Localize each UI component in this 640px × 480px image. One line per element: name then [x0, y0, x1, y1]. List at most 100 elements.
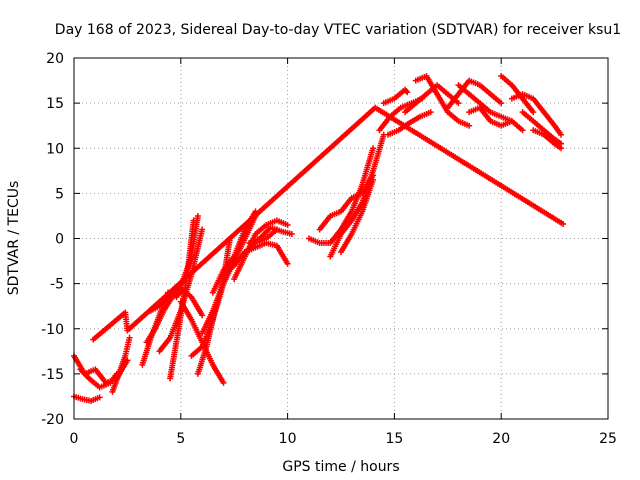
data-point	[517, 125, 524, 132]
data-point	[347, 232, 354, 239]
data-point	[325, 240, 332, 247]
data-point	[187, 314, 194, 321]
data-point	[389, 96, 396, 103]
data-point	[271, 242, 278, 249]
data-point	[208, 359, 215, 366]
series-track-35	[530, 127, 565, 152]
y-tick-label: 5	[55, 186, 64, 202]
data-point	[485, 107, 492, 114]
x-tick-label: 0	[70, 431, 79, 447]
data-point	[240, 255, 247, 262]
data-point	[121, 354, 128, 361]
data-point	[528, 116, 535, 123]
data-point	[347, 196, 354, 203]
data-point	[282, 221, 289, 228]
x-tick-label: 25	[599, 431, 617, 447]
data-point	[421, 73, 428, 80]
data-point	[556, 144, 563, 151]
data-point	[474, 81, 481, 88]
data-point	[101, 378, 108, 385]
data-point	[194, 215, 201, 222]
data-point	[538, 130, 545, 137]
x-tick-labels: 0 5 10 15 20 25	[70, 431, 617, 447]
axis-ticks	[73, 57, 609, 420]
data-point	[403, 87, 410, 94]
data-point	[276, 227, 283, 234]
series-track-14	[199, 212, 259, 337]
series-track-29	[444, 77, 505, 111]
data-point	[496, 112, 503, 119]
data-point	[187, 255, 194, 262]
series-track-18	[241, 240, 291, 267]
data-point	[335, 209, 342, 216]
chart-title: Day 168 of 2023, Sidereal Day-to-day VTE…	[55, 22, 621, 38]
series-track-33	[508, 91, 565, 138]
series-track-23	[338, 176, 377, 256]
data-point	[251, 233, 258, 240]
data-point	[115, 372, 122, 379]
data-point	[474, 105, 481, 112]
data-point	[202, 345, 209, 352]
data-point	[286, 230, 293, 237]
data-point	[558, 219, 565, 226]
data-points	[71, 73, 567, 404]
data-point	[496, 98, 503, 105]
data-point	[358, 210, 365, 217]
data-point	[198, 310, 205, 317]
data-point	[261, 223, 268, 230]
data-point	[265, 226, 272, 233]
series-track-34	[519, 109, 565, 147]
series-track-20	[305, 145, 377, 247]
data-point	[549, 139, 556, 146]
data-point	[126, 337, 133, 344]
y-tick-label: -20	[41, 412, 64, 428]
x-tick-label: 15	[385, 431, 403, 447]
data-point	[539, 125, 546, 132]
data-point	[84, 373, 91, 380]
data-point	[283, 258, 290, 265]
data-point	[229, 264, 236, 271]
data-point	[453, 116, 460, 123]
data-point	[150, 327, 157, 334]
data-point	[380, 133, 387, 140]
x-tick-label: 10	[279, 431, 297, 447]
data-point	[219, 282, 226, 289]
data-point	[421, 92, 428, 99]
series-track-13	[194, 235, 233, 377]
data-point	[208, 309, 215, 316]
series-track-32	[498, 73, 537, 116]
y-tick-label: 10	[46, 141, 64, 157]
data-point	[507, 80, 514, 87]
data-point	[369, 178, 376, 185]
data-point	[241, 228, 248, 235]
y-tick-label: 0	[55, 232, 64, 248]
series-track-02	[71, 393, 103, 404]
data-point	[393, 128, 400, 135]
data-point	[159, 309, 166, 316]
data-point	[528, 94, 535, 101]
y-tick-labels: -20 -15 -10 -5 0 5 10 15 20	[41, 51, 64, 428]
y-tick-label: -15	[41, 367, 64, 383]
series-track-31	[466, 104, 526, 134]
data-point	[464, 121, 471, 128]
series-track-26	[380, 86, 411, 107]
x-tick-label: 20	[492, 431, 510, 447]
data-point	[528, 107, 535, 114]
data-point	[369, 169, 376, 176]
data-point	[219, 378, 226, 385]
data-point	[539, 107, 546, 114]
data-point	[443, 89, 450, 96]
series-track-04	[109, 334, 133, 395]
data-point	[77, 395, 84, 402]
data-point	[314, 239, 321, 246]
x-tick-label: 5	[176, 431, 185, 447]
data-point	[105, 380, 112, 387]
data-point	[425, 110, 432, 117]
data-point	[165, 336, 172, 343]
data-point	[254, 236, 261, 243]
data-point	[415, 114, 422, 121]
y-axis-label: SDTVAR / TECUs	[6, 181, 22, 296]
data-point	[433, 89, 440, 96]
data-point	[358, 183, 365, 190]
data-point	[464, 79, 471, 86]
